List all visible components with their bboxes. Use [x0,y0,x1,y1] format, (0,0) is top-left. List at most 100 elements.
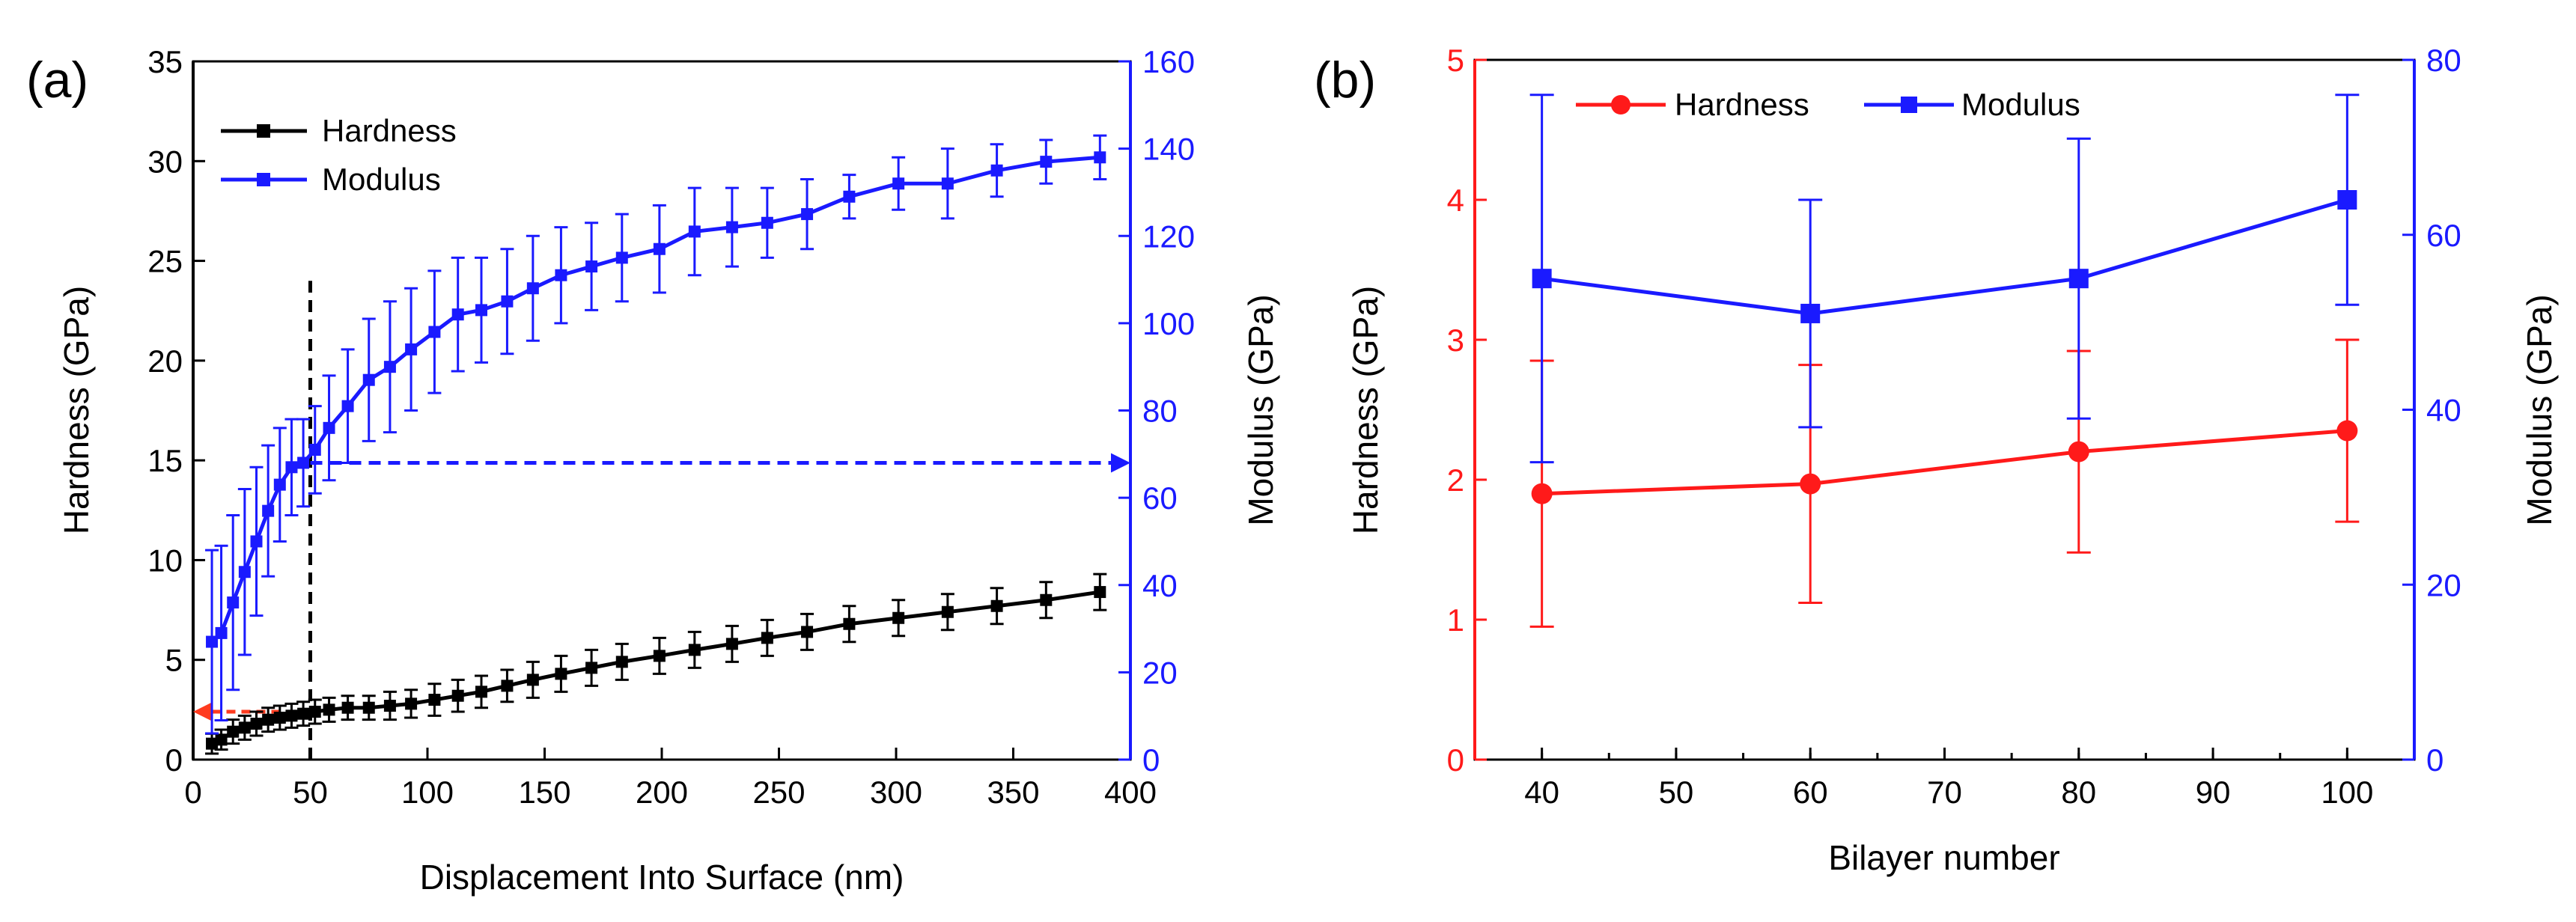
data-point [451,308,464,321]
data-point [555,668,567,680]
data-point [585,260,598,273]
data-point [843,190,856,203]
panel-b-x-axis-label: Bilayer number [1828,838,2059,877]
y-tick-label: 30 [147,144,183,179]
legend-b-modulus-label: Modulus [1961,87,2080,122]
legend-hardness-marker [257,124,270,138]
data-point [1800,303,1821,323]
data-point [285,461,298,474]
data-point [428,326,441,338]
data-point [206,635,219,648]
y-tick-label: 5 [165,643,183,678]
data-point [428,694,441,706]
panel-a-chart: (a) 0 50 100 150 200 250 300 350 400051015202530… [26,44,1280,897]
panel-a-y-axis-label: Hardness (GPa) [57,286,96,534]
y2-tick-label: 80 [2426,43,2461,78]
x-tick-label: 150 [518,775,570,810]
y2-tick-label: 100 [1142,306,1195,341]
legend-modulus-label: Modulus [322,162,441,197]
data-point [273,478,286,491]
data-point [1800,473,1821,495]
data-point [308,443,321,456]
series-line-modulus [1541,198,2348,316]
series-line-hardness [211,590,1100,745]
data-point [555,269,567,281]
data-point [362,701,375,714]
x-tick-label: 350 [987,775,1039,810]
x-tick-label: 70 [1927,775,1962,810]
data-point [2068,441,2089,462]
y2-tick-label: 40 [2426,393,2461,428]
data-point [1040,593,1053,606]
data-point [653,650,666,662]
y-tick-label: 0 [165,742,183,778]
data-point [341,400,354,412]
data-point [297,707,310,720]
data-point [501,680,514,692]
y2-tick-label: 0 [1142,742,1160,778]
y2-tick-label: 60 [2426,218,2461,253]
data-point [2337,190,2357,210]
data-point [1094,151,1106,164]
legend-hardness-label: Hardness [322,113,457,148]
y-tick-label: 1 [1447,602,1464,638]
data-point [653,242,666,255]
data-point [341,701,354,714]
data-point [761,632,773,644]
series-line-modulus [210,155,1100,644]
y2-tick-label: 120 [1142,219,1195,254]
x-tick-label: 50 [1659,775,1694,810]
y-tick-label: 2 [1447,462,1464,498]
data-point [451,689,464,702]
data-point [1531,483,1553,504]
data-point [362,373,375,386]
data-point [1040,156,1053,168]
data-point [941,177,954,190]
legend-b-hardness-label: Hardness [1675,87,1809,122]
panel-b-plot-frame [1473,58,2416,761]
data-point [801,208,814,221]
data-point [1094,586,1106,599]
data-point [285,709,298,722]
x-tick-label: 50 [293,775,328,810]
data-point [615,656,628,668]
data-point [526,282,539,295]
y2-tick-label: 140 [1142,132,1195,167]
y-tick-label: 0 [1447,742,1464,778]
data-point [383,700,396,712]
panel-a-x-axis-label: Displacement Into Surface (nm) [420,858,904,897]
x-tick-label: 60 [1793,775,1828,810]
y-tick-label: 3 [1447,323,1464,358]
y2-tick-label: 160 [1142,44,1195,79]
data-point [215,733,228,746]
data-point [843,617,856,630]
x-tick-label: 100 [2321,775,2373,810]
x-tick-label: 90 [2196,775,2231,810]
y2-tick-label: 0 [2426,742,2443,778]
data-point [238,721,251,734]
data-point [2068,269,2089,289]
x-tick-label: 0 [184,775,201,810]
y-tick-label: 5 [1447,43,1464,78]
x-tick-label: 300 [870,775,922,810]
data-point [238,566,251,578]
data-point [688,644,701,656]
data-point [725,638,738,650]
panel-b-legend: Hardness Modulus [1576,87,2080,122]
data-point [273,712,286,724]
data-point [990,599,1003,612]
x-tick-label: 200 [636,775,688,810]
x-tick-label: 40 [1524,775,1559,810]
y-tick-label: 35 [147,44,183,79]
y2-tick-label: 60 [1142,480,1178,516]
data-point [1532,269,1552,289]
y-tick-label: 20 [147,344,183,379]
x-tick-label: 250 [752,775,805,810]
data-point [383,361,396,373]
arrowhead-left [193,702,213,722]
data-point [405,343,418,355]
data-point [323,703,335,716]
legend-modulus-marker [257,173,270,186]
data-point [262,504,275,517]
panel-b-y-axis-label: Hardness (GPa) [1346,286,1385,534]
